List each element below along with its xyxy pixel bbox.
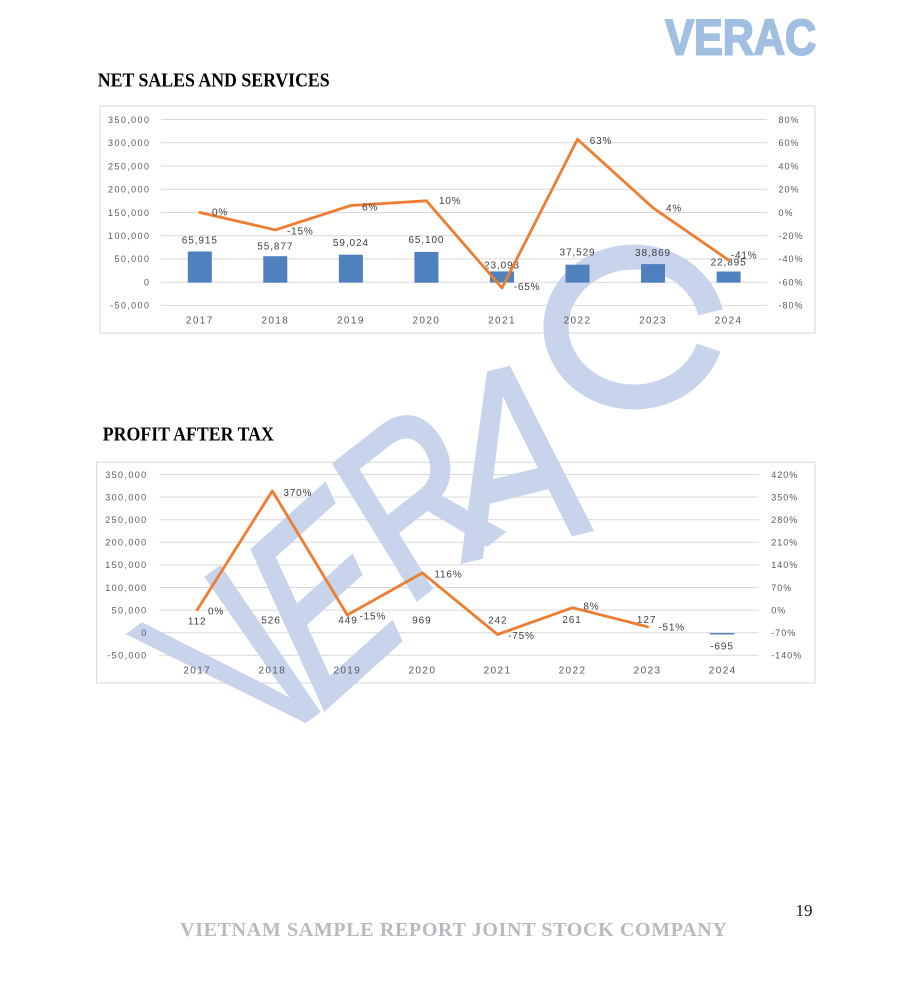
svg-text:NET SALES AND SERVICES: NET SALES AND SERVICES (98, 69, 330, 91)
svg-text:38,869: 38,869 (635, 248, 671, 259)
svg-text:20%: 20% (779, 185, 800, 195)
svg-text:-75%: -75% (508, 631, 535, 642)
svg-text:127: 127 (637, 615, 656, 626)
svg-text:200,000: 200,000 (108, 185, 150, 195)
svg-text:526: 526 (261, 616, 280, 627)
svg-text:40%: 40% (779, 161, 800, 171)
svg-text:-51%: -51% (658, 623, 685, 634)
svg-text:2023: 2023 (639, 315, 667, 326)
svg-text:250,000: 250,000 (108, 161, 150, 171)
svg-text:-695: -695 (710, 642, 734, 653)
svg-text:150,000: 150,000 (105, 560, 147, 570)
svg-text:2017: 2017 (186, 315, 214, 326)
svg-text:350%: 350% (771, 492, 798, 502)
svg-text:100,000: 100,000 (108, 231, 150, 241)
svg-text:420%: 420% (771, 470, 798, 480)
svg-text:22,895: 22,895 (711, 258, 747, 269)
svg-text:300,000: 300,000 (105, 492, 147, 502)
svg-text:55,877: 55,877 (257, 242, 293, 253)
svg-text:300,000: 300,000 (108, 138, 150, 148)
svg-text:350,000: 350,000 (105, 470, 147, 480)
svg-text:0%: 0% (212, 208, 228, 219)
svg-text:-65%: -65% (514, 282, 541, 293)
svg-text:-80%: -80% (779, 301, 804, 311)
svg-text:-15%: -15% (287, 227, 314, 238)
svg-text:59,024: 59,024 (333, 238, 369, 249)
svg-text:449: 449 (338, 616, 357, 627)
svg-text:19: 19 (796, 901, 813, 920)
svg-text:-41%: -41% (731, 251, 758, 262)
svg-text:2022: 2022 (564, 315, 592, 326)
svg-text:150,000: 150,000 (108, 208, 150, 218)
svg-text:8%: 8% (583, 602, 599, 613)
svg-text:50,000: 50,000 (112, 605, 148, 615)
svg-text:VERAC: VERAC (665, 10, 816, 66)
svg-text:0: 0 (141, 628, 147, 638)
svg-text:2019: 2019 (337, 315, 365, 326)
svg-text:350,000: 350,000 (108, 115, 150, 125)
svg-text:50,000: 50,000 (114, 254, 150, 264)
svg-text:0%: 0% (771, 605, 786, 615)
svg-text:10%: 10% (439, 196, 461, 207)
svg-text:2020: 2020 (412, 315, 440, 326)
svg-text:969: 969 (412, 616, 431, 627)
svg-text:6%: 6% (362, 202, 378, 213)
svg-text:PROFIT AFTER TAX: PROFIT AFTER TAX (103, 424, 274, 446)
svg-text:242: 242 (488, 616, 507, 627)
svg-text:-140%: -140% (771, 651, 802, 661)
svg-text:2024: 2024 (709, 665, 737, 676)
svg-text:70%: 70% (771, 583, 792, 593)
svg-text:-40%: -40% (779, 254, 804, 264)
svg-text:2017: 2017 (183, 665, 211, 676)
svg-text:2024: 2024 (715, 315, 743, 326)
svg-text:VIETNAM SAMPLE REPORT JOINT ST: VIETNAM SAMPLE REPORT JOINT STOCK COMPAN… (180, 919, 727, 941)
svg-text:65,915: 65,915 (182, 236, 218, 247)
svg-text:2023: 2023 (634, 665, 662, 676)
svg-text:80%: 80% (779, 115, 800, 125)
svg-text:-20%: -20% (779, 231, 804, 241)
svg-text:-70%: -70% (771, 628, 796, 638)
svg-text:261: 261 (562, 615, 581, 626)
svg-text:65,100: 65,100 (408, 235, 444, 246)
svg-text:-15%: -15% (360, 611, 387, 622)
svg-text:0: 0 (144, 278, 150, 288)
svg-text:2018: 2018 (258, 665, 286, 676)
svg-text:140%: 140% (771, 560, 798, 570)
svg-text:370%: 370% (283, 488, 312, 499)
svg-text:2020: 2020 (408, 665, 436, 676)
svg-text:23,093: 23,093 (484, 261, 520, 272)
svg-text:2021: 2021 (484, 665, 512, 676)
svg-text:2019: 2019 (333, 665, 361, 676)
svg-text:-50,000: -50,000 (110, 301, 150, 311)
svg-text:2018: 2018 (261, 315, 289, 326)
svg-text:-60%: -60% (779, 278, 804, 288)
svg-text:-50,000: -50,000 (107, 651, 147, 661)
svg-text:37,529: 37,529 (560, 248, 596, 259)
svg-text:116%: 116% (434, 569, 462, 580)
svg-text:250,000: 250,000 (105, 515, 147, 525)
svg-text:100,000: 100,000 (105, 583, 147, 593)
svg-text:63%: 63% (590, 136, 612, 147)
svg-text:60%: 60% (779, 138, 800, 148)
svg-text:210%: 210% (771, 538, 798, 548)
svg-text:0%: 0% (779, 208, 794, 218)
svg-text:280%: 280% (771, 515, 798, 525)
svg-text:2021: 2021 (488, 315, 516, 326)
svg-text:4%: 4% (666, 204, 682, 215)
svg-text:200,000: 200,000 (105, 538, 147, 548)
svg-text:112: 112 (188, 616, 207, 627)
svg-text:2022: 2022 (559, 665, 587, 676)
svg-text:0%: 0% (208, 606, 224, 617)
